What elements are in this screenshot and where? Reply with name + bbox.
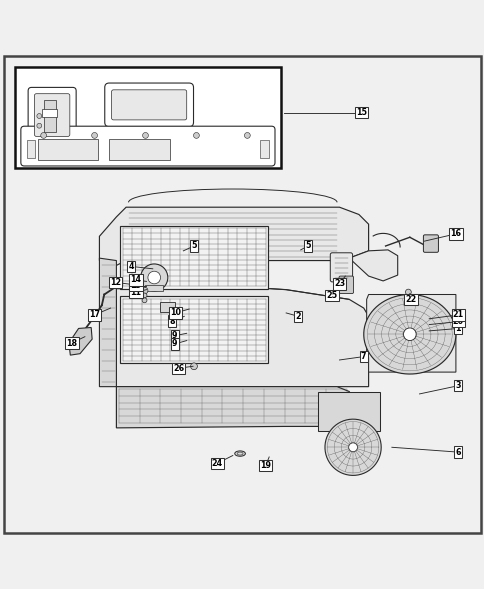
Polygon shape	[99, 207, 368, 266]
Text: 11: 11	[130, 287, 141, 297]
Bar	[42, 109, 57, 117]
Polygon shape	[363, 294, 455, 374]
Circle shape	[190, 363, 197, 370]
Text: 22: 22	[405, 295, 416, 304]
Text: 12: 12	[110, 278, 121, 287]
Circle shape	[142, 293, 147, 298]
Text: 14: 14	[130, 276, 141, 284]
Text: 23: 23	[333, 279, 344, 289]
Text: 5: 5	[191, 241, 197, 250]
Ellipse shape	[237, 452, 242, 455]
Text: 25: 25	[326, 291, 337, 300]
Bar	[160, 302, 174, 312]
Text: 13: 13	[130, 282, 141, 290]
Circle shape	[140, 264, 167, 291]
Circle shape	[37, 123, 42, 128]
Text: 16: 16	[450, 229, 460, 239]
Text: 21: 21	[452, 310, 463, 319]
Polygon shape	[116, 386, 353, 428]
Bar	[317, 392, 379, 431]
Text: 2: 2	[295, 312, 301, 321]
Polygon shape	[366, 294, 455, 372]
Circle shape	[244, 133, 250, 138]
FancyBboxPatch shape	[330, 253, 352, 282]
Circle shape	[142, 133, 148, 138]
Circle shape	[141, 287, 148, 294]
Circle shape	[405, 289, 410, 295]
Text: 19: 19	[260, 461, 271, 469]
Text: 6: 6	[454, 448, 460, 456]
FancyBboxPatch shape	[21, 126, 274, 166]
Circle shape	[148, 271, 160, 284]
FancyBboxPatch shape	[34, 94, 70, 137]
Text: 24: 24	[212, 459, 222, 468]
Polygon shape	[348, 250, 397, 281]
Text: 10: 10	[170, 309, 181, 317]
Text: 9: 9	[171, 331, 177, 340]
Text: 26: 26	[173, 364, 183, 373]
Circle shape	[41, 133, 46, 138]
Circle shape	[193, 133, 199, 138]
Bar	[145, 285, 163, 290]
Text: 17: 17	[89, 310, 100, 319]
FancyBboxPatch shape	[111, 90, 186, 120]
Polygon shape	[116, 289, 368, 386]
Bar	[260, 140, 269, 158]
Text: 1: 1	[454, 324, 460, 333]
Circle shape	[91, 133, 97, 138]
Text: 18: 18	[66, 339, 77, 348]
Bar	[109, 139, 169, 160]
Text: 15: 15	[355, 108, 366, 117]
FancyBboxPatch shape	[423, 235, 438, 252]
Polygon shape	[69, 327, 92, 355]
Circle shape	[134, 279, 142, 288]
Circle shape	[348, 429, 356, 436]
Text: 8: 8	[169, 317, 175, 326]
Bar	[120, 226, 268, 289]
Text: 5: 5	[304, 241, 310, 250]
Text: 20: 20	[452, 317, 463, 326]
Polygon shape	[324, 419, 380, 475]
FancyBboxPatch shape	[338, 276, 353, 293]
Bar	[38, 139, 98, 160]
Circle shape	[348, 443, 357, 452]
Text: 7: 7	[360, 352, 366, 361]
Ellipse shape	[234, 451, 245, 456]
Bar	[15, 67, 281, 168]
FancyBboxPatch shape	[105, 83, 193, 127]
Circle shape	[37, 114, 42, 118]
Bar	[120, 296, 268, 363]
Bar	[44, 101, 56, 132]
Bar	[27, 140, 35, 158]
Text: 4: 4	[128, 262, 134, 271]
Bar	[373, 327, 408, 360]
Circle shape	[403, 328, 415, 340]
Polygon shape	[99, 258, 116, 386]
Circle shape	[142, 298, 147, 303]
Text: 3: 3	[454, 381, 460, 390]
FancyBboxPatch shape	[28, 87, 76, 143]
Text: 9: 9	[171, 339, 177, 349]
